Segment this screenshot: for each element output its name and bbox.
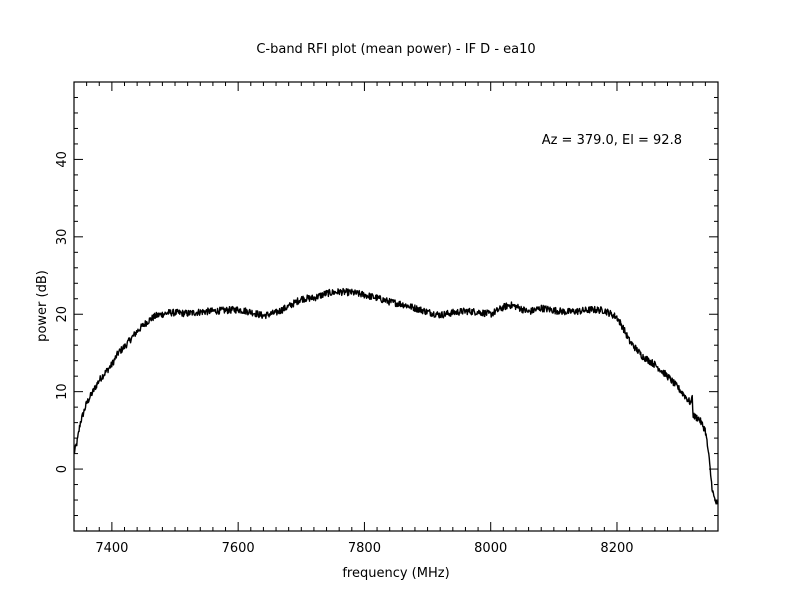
axis-ticks [73, 81, 719, 532]
x-axis-label: frequency (MHz) [342, 566, 449, 581]
x-tick-label: 7800 [348, 541, 381, 556]
y-tick-label: 0 [55, 465, 70, 473]
chart-annotation: Az = 379.0, El = 92.8 [542, 133, 682, 148]
x-tick-label: 8000 [474, 541, 507, 556]
tick-labels: 7400 7600 7800 8000 8200 0 10 20 30 40 [55, 151, 634, 556]
y-tick-label: 20 [55, 306, 70, 323]
plot-frame [73, 81, 719, 532]
x-tick-label: 7400 [95, 541, 128, 556]
x-tick-label: 7600 [222, 541, 255, 556]
series-line [73, 287, 719, 505]
y-axis-label: power (dB) [35, 270, 50, 342]
y-tick-label: 40 [55, 151, 70, 168]
chart-title: C-band RFI plot (mean power) - IF D - ea… [256, 42, 535, 57]
x-tick-label: 8200 [600, 541, 633, 556]
y-tick-label: 30 [55, 229, 70, 246]
y-tick-label: 10 [55, 383, 70, 400]
